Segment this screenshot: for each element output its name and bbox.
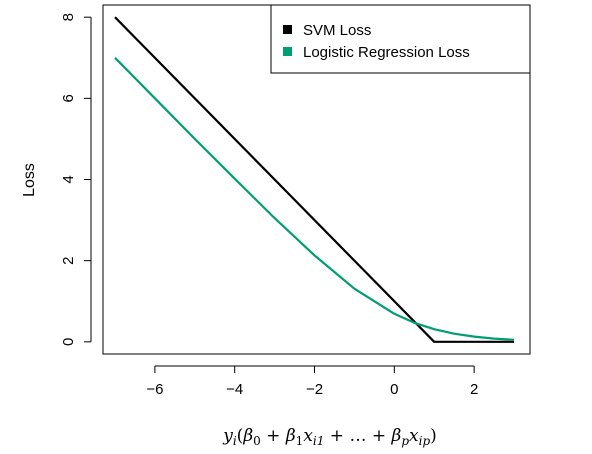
legend-swatch [283, 47, 292, 56]
y-tick-label: 8 [60, 13, 77, 21]
series-line-1 [114, 16, 514, 343]
x-tick-label: 2 [470, 381, 478, 398]
x-tick-label: −2 [306, 381, 323, 398]
x-tick-label: 0 [390, 381, 398, 398]
legend-label: Logistic Regression Loss [303, 44, 470, 61]
series-layer [114, 16, 515, 343]
x-tick-label: −4 [226, 381, 243, 398]
y-tick-label: 4 [60, 175, 77, 183]
y-tick-label: 6 [60, 94, 77, 102]
y-axis: 0 2 4 6 8 [60, 13, 92, 346]
legend-swatch [283, 25, 292, 34]
series-line-2 [114, 57, 515, 341]
y-tick-label: 2 [60, 256, 77, 264]
x-axis: −6 −4 −2 0 2 [146, 365, 478, 398]
y-tick-label: 0 [60, 338, 77, 346]
legend: SVM Loss Logistic Regression Loss [270, 4, 531, 74]
legend-label: SVM Loss [303, 22, 371, 39]
legend-box [270, 4, 531, 74]
y-axis-label: Loss [21, 163, 38, 197]
x-tick-label: −6 [146, 381, 163, 398]
x-axis-label: yi(β0 + β1xi1 + … + βpxip) [222, 426, 437, 448]
